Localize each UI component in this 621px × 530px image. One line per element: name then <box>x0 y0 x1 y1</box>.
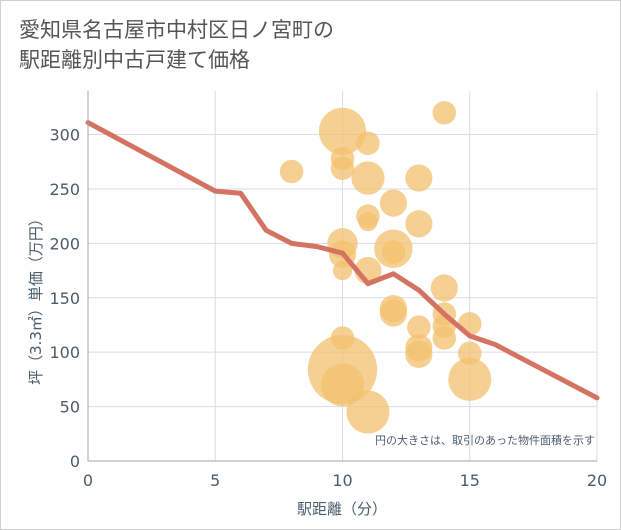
bubbles <box>279 100 492 434</box>
bubble-point <box>405 340 433 368</box>
bubble-point <box>432 100 457 125</box>
bubble-point <box>379 189 407 217</box>
chart-title: 愛知県名古屋市中村区日ノ宮町の 駅距離別中古戸建て価格 <box>19 15 334 75</box>
chart-title-line-1: 愛知県名古屋市中村区日ノ宮町の <box>19 18 334 42</box>
bubble-point <box>405 210 433 238</box>
bubble-size-note: 円の大きさは、取引のあった物件面積を示す <box>375 433 595 447</box>
bubble-point <box>318 107 367 155</box>
bubble-point <box>351 161 385 195</box>
bubble-point <box>320 363 365 407</box>
chart-title-line-2: 駅距離別中古戸建て価格 <box>19 48 250 72</box>
bubble-point <box>330 156 355 181</box>
trend-line <box>85 120 600 401</box>
bubble-point <box>346 390 390 434</box>
y-tick-label: 150 <box>49 289 80 308</box>
bubble-point <box>407 315 431 339</box>
bubble-point <box>332 260 353 281</box>
bubble-point <box>405 164 433 192</box>
bubble-point <box>279 159 304 184</box>
x-tick-label: 15 <box>460 471 480 490</box>
y-axis-label: 坪（3.3㎡）単価（万円） <box>27 211 45 385</box>
y-tick-label: 300 <box>49 126 80 145</box>
bubble-point <box>379 299 407 327</box>
bubble-point <box>358 211 378 232</box>
x-tick-label: 10 <box>332 471 352 490</box>
bubble-point <box>430 274 458 302</box>
y-tick-label: 50 <box>60 398 80 417</box>
x-tick-label: 0 <box>83 471 93 490</box>
bubble-point <box>356 131 380 156</box>
y-tick-label: 100 <box>49 343 80 362</box>
x-axis-label: 駅距離（分） <box>297 500 387 518</box>
trend-line-group <box>85 120 600 401</box>
y-tick-label: 250 <box>49 180 80 199</box>
x-tick-label: 20 <box>587 471 607 490</box>
x-tick-label: 5 <box>210 471 220 490</box>
bubble-point <box>381 240 406 264</box>
bubble-point <box>448 357 492 401</box>
bubble-point <box>457 312 482 336</box>
y-tick-label: 0 <box>70 452 80 471</box>
bubble-point <box>432 326 457 350</box>
y-tick-label: 200 <box>49 234 80 253</box>
